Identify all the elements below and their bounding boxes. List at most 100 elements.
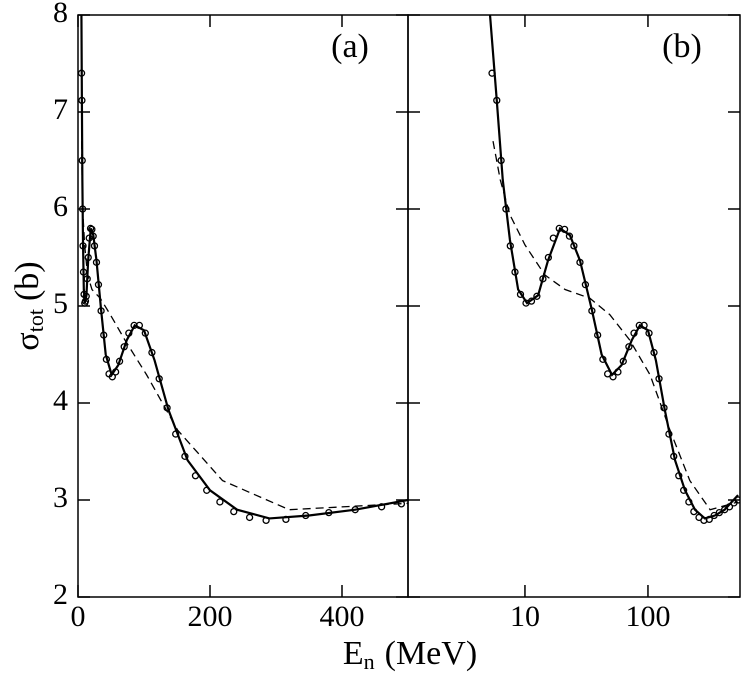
data-point [625, 343, 633, 351]
data-point [619, 357, 627, 365]
data-point [488, 69, 496, 77]
data-point [141, 329, 149, 337]
data-point [81, 297, 90, 305]
plot-area [78, 15, 408, 525]
y-label-subscript: tot [23, 309, 48, 332]
data-point [90, 242, 99, 250]
data-point [79, 242, 87, 250]
data-point [80, 290, 88, 299]
data-point [78, 156, 86, 165]
dashed-curve [492, 140, 739, 511]
y-tick-label: 2 [53, 578, 68, 611]
data-point [560, 225, 569, 234]
data-point [86, 224, 95, 233]
panel-label: (a) [331, 28, 369, 65]
data-point [685, 498, 693, 506]
data-point [83, 275, 91, 283]
data-point [502, 205, 510, 213]
data-point [377, 503, 386, 511]
x-label-symbol: E [343, 635, 364, 672]
data-point [570, 242, 578, 250]
data-point [594, 331, 602, 339]
data-point [148, 348, 156, 357]
data-point [262, 516, 270, 525]
data-point [82, 292, 90, 300]
data-point [78, 96, 86, 105]
data-point [576, 258, 584, 267]
data-point [155, 375, 163, 383]
y-tick-label: 7 [53, 93, 68, 126]
x-label-unit: (MeV) [385, 635, 478, 672]
data-point [163, 404, 171, 412]
data-point [351, 506, 359, 514]
data-point [216, 498, 224, 506]
y-label-symbol: σ [9, 332, 46, 350]
data-point [89, 232, 97, 240]
data-point [635, 321, 643, 330]
data-point [581, 281, 590, 289]
data-point [690, 507, 698, 516]
data-point [675, 472, 683, 480]
data-point [108, 373, 116, 381]
x-tick-label: 400 [320, 600, 365, 633]
data-point [135, 321, 144, 330]
data-point [97, 307, 105, 315]
data-point [527, 297, 536, 305]
data-point [640, 321, 648, 330]
data-point [533, 292, 541, 300]
y-tick-label: 4 [53, 384, 68, 417]
data-point [650, 348, 658, 357]
data-point [84, 253, 92, 262]
data-point [100, 331, 108, 339]
plot-area [488, 15, 740, 525]
data-point [102, 355, 111, 364]
data-point [85, 234, 93, 242]
data-point [111, 368, 120, 376]
data-point [539, 275, 547, 283]
x-label-subscript: n [364, 649, 375, 674]
y-tick-label: 6 [53, 190, 68, 223]
data-point [203, 486, 211, 494]
data-point [614, 368, 622, 376]
x-tick-label: 0 [71, 600, 86, 633]
x-tick-label: 200 [188, 600, 233, 633]
data-point [181, 452, 189, 461]
data-point [325, 508, 333, 517]
data-point [79, 268, 88, 276]
data-point [120, 343, 128, 351]
data-point [603, 370, 612, 378]
data-point [670, 452, 678, 461]
panel-label: (b) [662, 28, 702, 65]
data-point [665, 430, 673, 438]
data-point [94, 281, 103, 289]
x-axis-label: En (MeV) [343, 635, 477, 674]
data-point [565, 232, 574, 240]
solid-curve [488, 15, 739, 520]
solid-curve [80, 15, 408, 520]
data-point [302, 511, 310, 520]
data-point [92, 258, 101, 267]
panel-frame [407, 14, 741, 598]
data-point [609, 373, 617, 381]
y-axis-label: σtot (b) [9, 261, 48, 350]
data-point [715, 508, 723, 517]
data-point [88, 225, 96, 234]
data-point [493, 96, 501, 105]
data-point [599, 355, 607, 364]
dashed-curve [80, 141, 408, 511]
data-point [544, 253, 553, 262]
data-point [660, 404, 668, 412]
data-point [630, 329, 638, 337]
y-label-unit: (b) [9, 261, 46, 301]
data-point [497, 156, 505, 165]
data-point [588, 307, 596, 315]
x-tick-label: 100 [625, 600, 670, 633]
data-point [172, 430, 180, 438]
data-point [130, 321, 138, 330]
data-point [725, 503, 734, 511]
data-point [230, 507, 238, 516]
y-tick-label: 8 [53, 0, 68, 29]
y-tick-label: 3 [53, 481, 68, 514]
data-point [679, 486, 688, 494]
